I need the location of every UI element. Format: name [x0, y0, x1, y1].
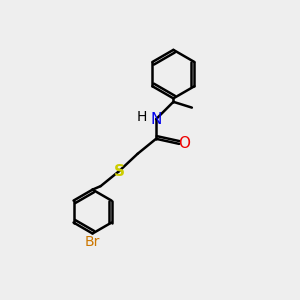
Text: N: N [150, 112, 162, 127]
Text: O: O [178, 136, 190, 152]
Text: S: S [114, 164, 124, 178]
Text: H: H [137, 110, 147, 124]
Text: Br: Br [85, 235, 100, 249]
